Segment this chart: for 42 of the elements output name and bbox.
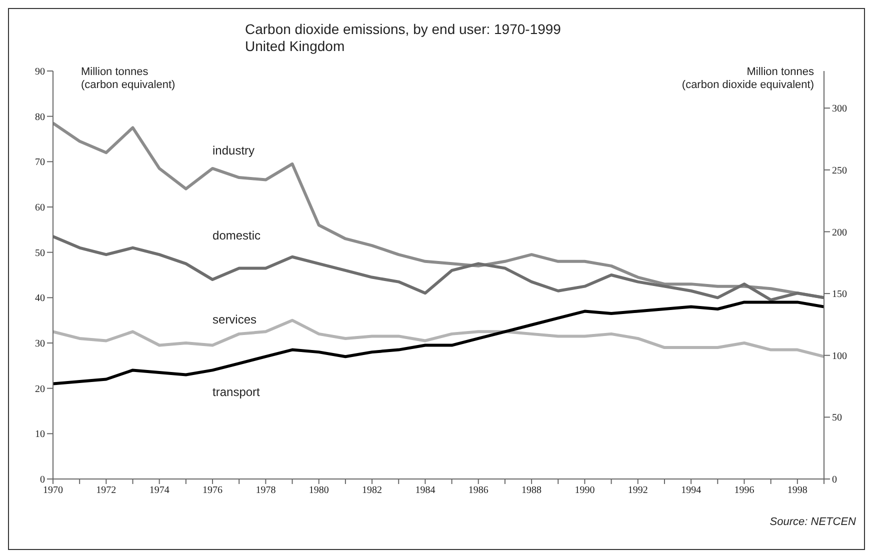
y2-tick-label: 150 bbox=[832, 289, 847, 300]
y-tick-label: 80 bbox=[35, 112, 45, 123]
y-tick-label: 0 bbox=[40, 474, 45, 486]
chart-title: Carbon dioxide emissions, by end user: 1970-1999 bbox=[245, 21, 561, 38]
y2-tick-label: 0 bbox=[832, 474, 837, 486]
x-tick-label: 1998 bbox=[787, 485, 808, 496]
series-label: transport bbox=[212, 385, 261, 400]
x-tick-label: 1994 bbox=[681, 485, 702, 496]
y2-tick-label: 200 bbox=[832, 227, 847, 238]
x-tick-label: 1976 bbox=[202, 485, 223, 496]
y-axis-title: Million tonnes (carbon equivalent) bbox=[81, 66, 176, 92]
source-note: Source: NETCEN bbox=[770, 516, 856, 529]
x-tick-label: 1982 bbox=[362, 485, 382, 496]
y2-tick-label: 100 bbox=[832, 350, 847, 362]
y2-axis-title: Million tonnes (carbon dioxide equivalent) bbox=[682, 66, 814, 92]
x-tick-label: 1980 bbox=[308, 485, 329, 496]
series-label: industry bbox=[212, 143, 255, 158]
x-tick-label: 1996 bbox=[734, 485, 754, 496]
y2-tick-label: 50 bbox=[832, 412, 842, 424]
y-tick-label: 20 bbox=[35, 384, 45, 395]
x-tick-label: 1972 bbox=[96, 485, 116, 496]
y-tick-label: 50 bbox=[35, 248, 45, 259]
x-tick-label: 1986 bbox=[468, 485, 488, 496]
x-tick-label: 1978 bbox=[256, 485, 276, 496]
chart-subtitle: United Kingdom bbox=[245, 38, 345, 55]
line-series bbox=[53, 300, 824, 386]
y-tick-label: 70 bbox=[35, 157, 45, 168]
y-tick-label: 90 bbox=[35, 66, 45, 78]
series-label: services bbox=[212, 312, 257, 326]
y-tick-label: 30 bbox=[35, 338, 45, 350]
y-tick-label: 60 bbox=[35, 202, 45, 214]
text: domestic bbox=[212, 228, 261, 243]
x-tick-label: 1990 bbox=[574, 485, 595, 496]
x-tick-label: 1992 bbox=[628, 485, 648, 496]
x-tick-label: 1984 bbox=[415, 485, 436, 496]
y2-tick-label: 250 bbox=[832, 165, 847, 176]
x-tick-label: 1970 bbox=[43, 485, 63, 496]
y-tick-label: 10 bbox=[35, 429, 45, 440]
x-tick-label: 1974 bbox=[149, 485, 170, 496]
y-tick-label: 40 bbox=[35, 293, 45, 304]
y2-tick-label: 300 bbox=[832, 104, 847, 115]
x-tick-label: 1988 bbox=[522, 485, 542, 496]
